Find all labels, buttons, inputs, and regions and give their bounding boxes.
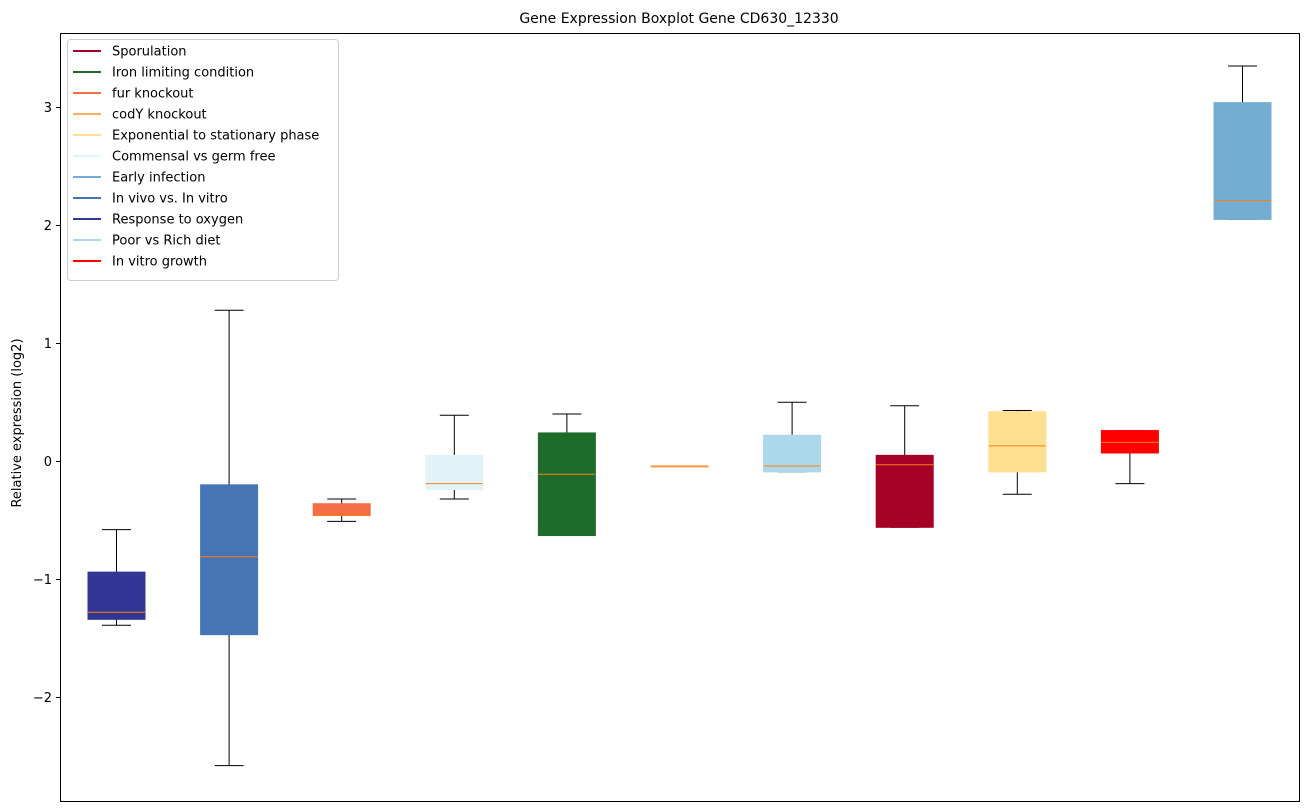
box-body	[200, 484, 259, 636]
box-sporulation	[875, 405, 934, 528]
box-in-vitro-growth	[1100, 430, 1159, 485]
legend-label: codY knockout	[112, 108, 207, 123]
box-body	[1100, 430, 1159, 454]
legend-label: fur knockout	[112, 87, 194, 102]
legend-label: Exponential to stationary phase	[112, 129, 319, 144]
y-axis: −2 −1 0 1 2 3	[33, 101, 60, 706]
legend-label: Response to oxygen	[112, 213, 243, 228]
legend-label: Iron limiting condition	[112, 66, 254, 81]
box-response-to-oxygen	[87, 529, 146, 626]
legend-label: In vivo vs. In vitro	[112, 192, 228, 207]
box-poor-vs-rich-diet	[763, 401, 822, 473]
legend: Sporulation Iron limiting condition fur kn…	[67, 39, 339, 281]
box-in-vivo-vs-in-vitro	[200, 309, 259, 767]
box-early-infection	[1213, 65, 1272, 220]
box-cody-knockout	[650, 465, 709, 468]
y-axis-label: Relative expression (log2)	[10, 338, 25, 507]
box-body	[312, 503, 371, 517]
chart-title: Gene Expression Boxplot Gene CD630_12330	[519, 11, 838, 27]
legend-label: Sporulation	[112, 45, 187, 60]
y-tick-label: 1	[44, 337, 52, 352]
y-tick-label: −2	[33, 691, 52, 706]
box-body	[537, 432, 596, 537]
y-tick-label: 2	[44, 219, 52, 234]
legend-label: In vitro growth	[112, 255, 207, 270]
box-body	[875, 454, 934, 528]
y-tick-label: 0	[44, 455, 52, 470]
box-exponential-to-stationary-phase	[988, 410, 1047, 495]
boxes-layer	[87, 65, 1272, 767]
y-tick-label: 3	[44, 101, 52, 116]
box-body	[1213, 102, 1272, 220]
legend-label: Early infection	[112, 171, 205, 186]
plot-frame	[60, 33, 1300, 802]
box-fur-knockout	[312, 498, 371, 522]
box-body	[425, 454, 484, 491]
box-iron-limiting-condition	[537, 413, 596, 537]
y-tick-label: −1	[33, 573, 52, 588]
legend-label: Commensal vs germ free	[112, 150, 275, 165]
box-body	[988, 411, 1047, 473]
legend-box	[67, 39, 339, 281]
legend-label: Poor vs Rich diet	[112, 234, 220, 249]
box-commensal-vs-germ-free	[425, 414, 484, 500]
box-body	[87, 571, 146, 620]
